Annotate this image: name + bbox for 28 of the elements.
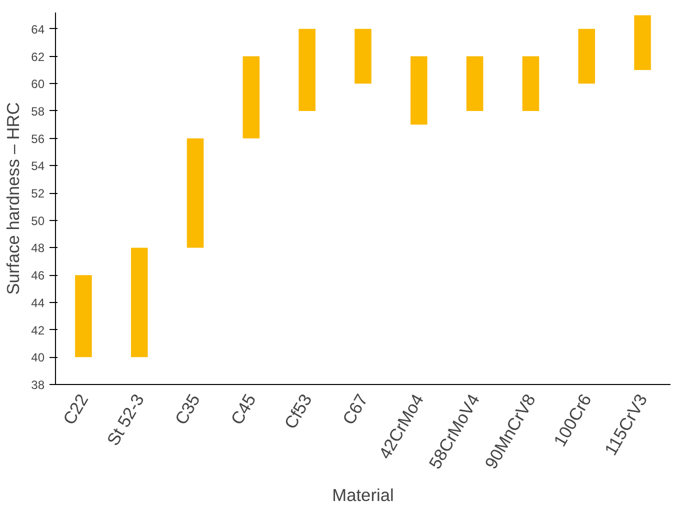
bar xyxy=(298,28,316,111)
y-tick-label: 38 xyxy=(31,378,45,392)
bar xyxy=(130,248,148,358)
bar xyxy=(354,28,372,84)
y-tick-label: 40 xyxy=(31,350,45,365)
bar xyxy=(578,28,596,84)
bar xyxy=(634,15,651,70)
bar xyxy=(410,56,428,125)
bar xyxy=(466,56,484,111)
bar xyxy=(186,138,204,248)
y-tick-label: 50 xyxy=(31,214,45,228)
y-tick-label: 54 xyxy=(31,159,45,174)
x-axis-title: Material xyxy=(332,485,394,506)
x-tick-label: C22 xyxy=(58,390,92,428)
bar xyxy=(75,275,92,358)
y-tick-label: 48 xyxy=(31,241,45,256)
y-axis-title: Surface hardness – HRC xyxy=(3,102,24,295)
y-tick-label: 52 xyxy=(31,186,45,201)
bar xyxy=(242,56,260,138)
y-tick-label: 46 xyxy=(31,268,45,283)
y-tick-label: 58 xyxy=(31,104,45,118)
y-tick-label: 56 xyxy=(31,132,45,146)
bar xyxy=(522,56,540,111)
y-tick-label: 64 xyxy=(31,22,45,36)
y-tick-label: 44 xyxy=(31,296,45,310)
y-tick-label: 62 xyxy=(31,50,45,64)
y-tick-label: 60 xyxy=(31,77,45,92)
y-tick-label: 42 xyxy=(31,323,45,338)
